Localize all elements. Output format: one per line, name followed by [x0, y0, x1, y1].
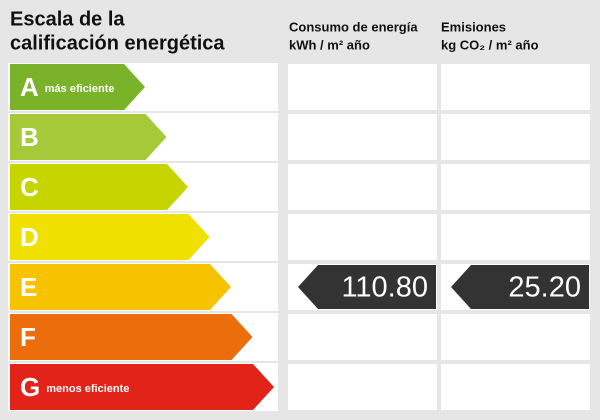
letter: B [20, 122, 39, 152]
letter: F [20, 322, 36, 352]
cell [441, 314, 590, 360]
rating-letter: E [20, 272, 37, 302]
column-title: Consumo de energía [289, 19, 418, 34]
cell [441, 114, 590, 160]
rating-letter: F [20, 322, 36, 352]
indicator [298, 265, 436, 309]
rating-letter: D [20, 222, 39, 252]
rating-letter: C [20, 172, 39, 202]
letter: A [20, 72, 39, 102]
cell [288, 314, 437, 360]
rating-arrow [10, 214, 210, 260]
rating-letter: B [20, 122, 39, 152]
indicator-value: 110.80 [341, 272, 428, 304]
cell [288, 164, 437, 210]
column-title: Emisiones [441, 19, 506, 34]
column-unit: kWh / m² año [289, 37, 370, 52]
letter: D [20, 222, 39, 252]
rating-note: más eficiente [45, 83, 115, 95]
cell [288, 114, 437, 160]
cell [288, 64, 437, 110]
rating-arrow [10, 364, 274, 410]
letter: G [20, 372, 40, 402]
rating-arrow [10, 264, 231, 310]
indicator-value: 25.20 [508, 272, 581, 304]
rating-arrow [10, 314, 253, 360]
title-line: calificación energética [10, 32, 225, 54]
cell [441, 164, 590, 210]
letter: C [20, 172, 39, 202]
rating-note: menos eficiente [46, 383, 129, 395]
cell [288, 364, 437, 410]
rating-arrow [10, 114, 167, 160]
rating-arrow [10, 164, 188, 210]
letter: E [20, 272, 37, 302]
column-unit: kg CO₂ / m² año [441, 37, 539, 52]
rating-arrow [10, 64, 145, 110]
title-line: Escala de la [10, 8, 125, 30]
cell [441, 364, 590, 410]
cell [441, 214, 590, 260]
cell [288, 214, 437, 260]
cell [441, 64, 590, 110]
indicator [451, 265, 589, 309]
